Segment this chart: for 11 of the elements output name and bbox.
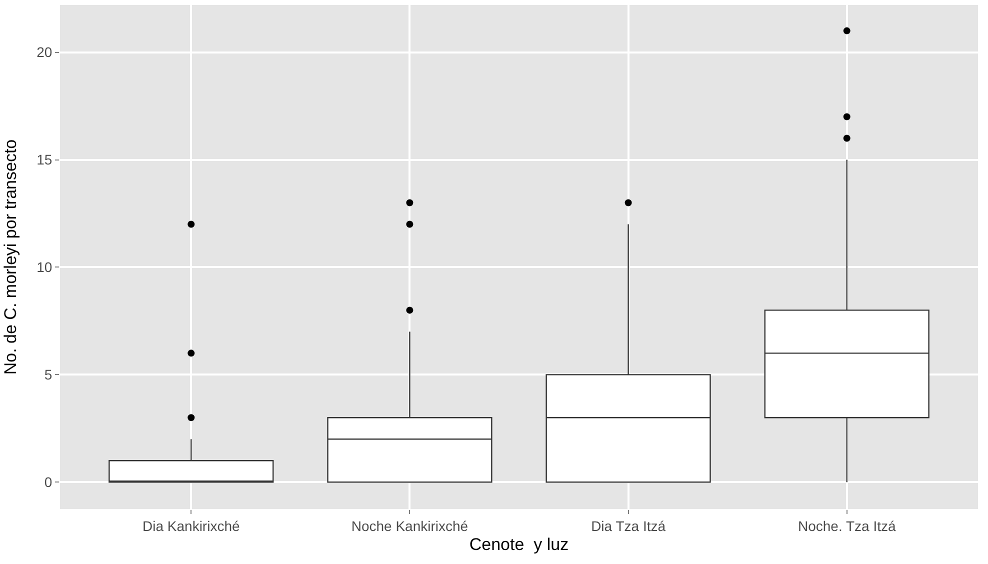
y-tick-label: 5 [44,366,52,383]
y-tick-label: 15 [36,152,52,168]
x-tick-label: Dia Kankirixché [142,518,240,534]
y-tick-label: 10 [36,259,52,276]
x-tick-label: Noche. Tza Itzá [798,518,896,534]
y-tick-label: 20 [36,44,52,60]
y-tick-label: 0 [44,474,52,490]
x-tick-label: Noche Kankirixché [351,518,468,534]
x-tick-label: Dia Tza Itzá [591,518,666,534]
x-axis-title: Cenote y luz [469,535,569,554]
y-axis-title: No. de C. morleyi por transecto [1,139,20,375]
